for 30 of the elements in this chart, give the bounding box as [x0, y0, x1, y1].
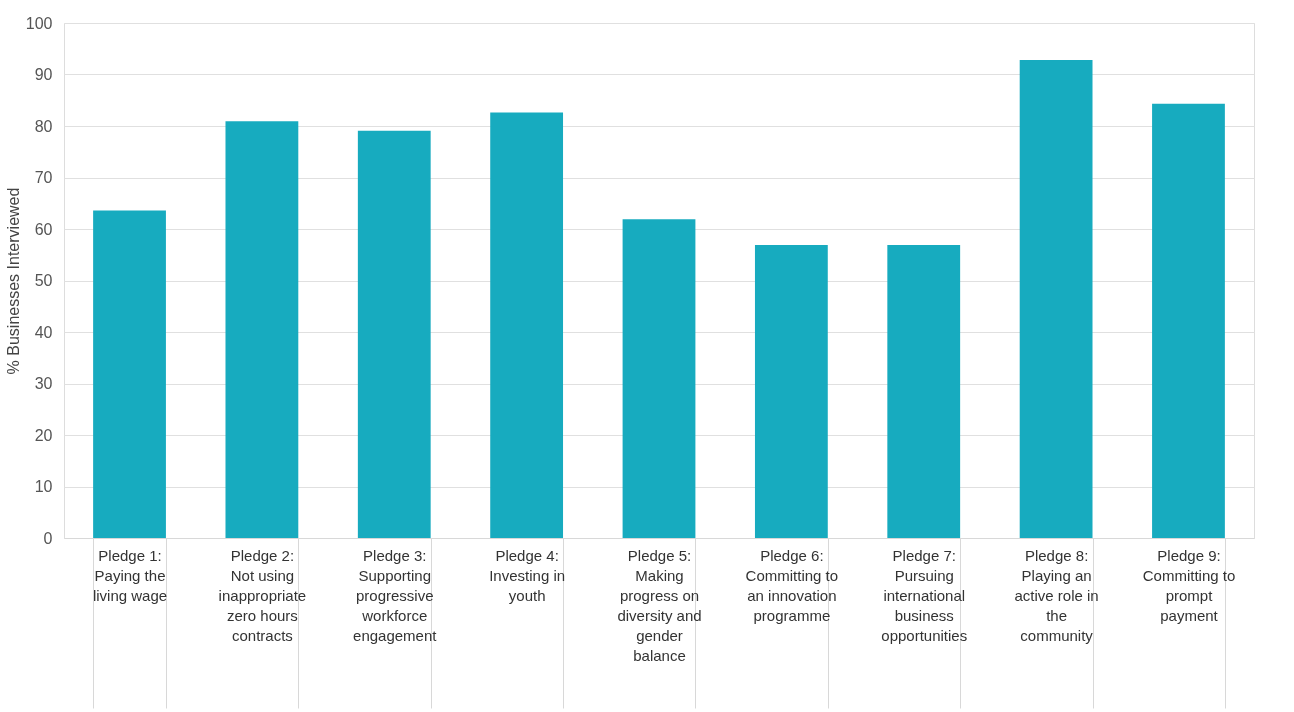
x-tick-label: Pledge 7: Pursuing international business opportunities — [881, 546, 968, 644]
y-tick-label: 40 — [34, 323, 53, 341]
y-tick-label: 20 — [34, 426, 53, 444]
y-tick-label: 80 — [34, 117, 53, 135]
y-tick-label: 50 — [34, 272, 53, 289]
x-tick-label: Pledge 2: Not using inappropriate zero hours contracts — [218, 546, 307, 644]
y-tick-label: 60 — [34, 220, 53, 238]
bar — [1019, 60, 1093, 538]
bar — [1152, 103, 1225, 538]
x-tick-label: Pledge 8: Playing an active role in the community — [1014, 546, 1099, 644]
y-tick-label: 0 — [43, 529, 53, 547]
y-tick-label: 90 — [34, 66, 53, 83]
y-tick-label: 30 — [34, 375, 53, 392]
bar — [93, 210, 166, 538]
x-tick-label: Pledge 4: Investing in youth — [489, 546, 566, 604]
bar — [225, 121, 299, 538]
y-tick-label: 100 — [25, 14, 53, 32]
x-tick-label: Pledge 9: Committing to prompt payment — [1142, 546, 1236, 624]
x-tick-label: Pledge 1: Paying the living wage — [92, 546, 168, 604]
bar — [887, 244, 961, 538]
bar — [622, 219, 696, 538]
x-tick-label: Pledge 5: Making progress on diversity and gender balance — [617, 546, 702, 664]
y-tick-label: 70 — [34, 169, 53, 186]
bar — [490, 112, 564, 538]
x-tick-label: Pledge 3: Supporting progressive workforce engagement — [353, 546, 438, 644]
bar — [754, 244, 828, 538]
y-tick-label: 10 — [34, 478, 53, 495]
bar — [357, 130, 431, 538]
x-tick-label: Pledge 6: Committing to an innovation programme — [745, 546, 839, 624]
y-axis-title: % Businesses Interviewed — [4, 187, 22, 375]
